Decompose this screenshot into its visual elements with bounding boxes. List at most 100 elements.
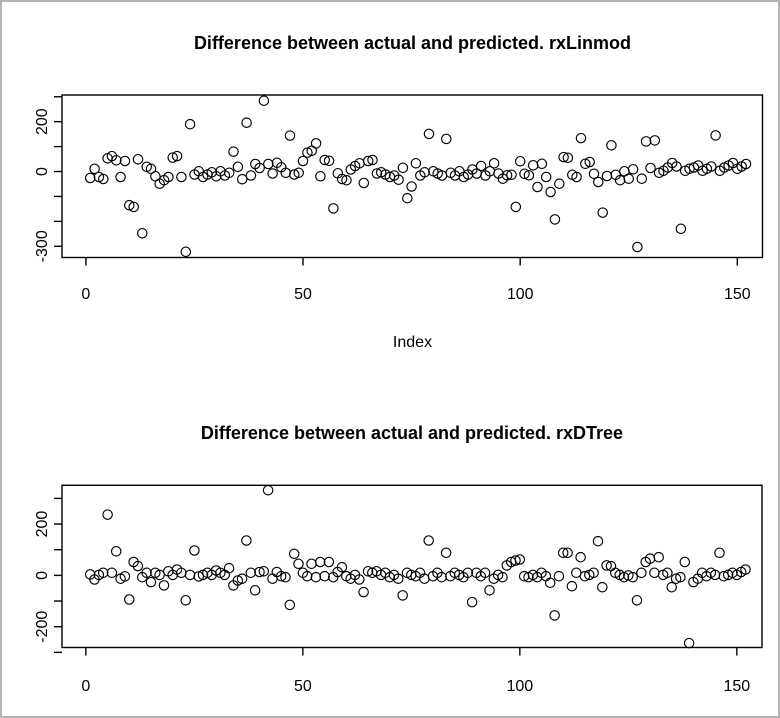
data-point [519, 168, 530, 180]
data-point [115, 171, 126, 183]
data-point [566, 580, 578, 592]
data-point [245, 567, 257, 579]
data-point [223, 167, 235, 179]
data-point [740, 564, 751, 575]
data-point [258, 95, 270, 106]
data-point [180, 246, 192, 258]
data-point [145, 576, 157, 588]
data-point [640, 136, 652, 147]
data-point [258, 566, 270, 577]
data-point [232, 161, 244, 173]
data-point [649, 567, 660, 579]
y-tick-label: -300 [34, 230, 51, 262]
data-point [141, 567, 152, 579]
data-point [679, 556, 691, 568]
data-point [653, 551, 664, 563]
data-point [111, 155, 122, 166]
data-point [328, 203, 339, 214]
data-point [562, 547, 573, 559]
data-point [488, 158, 500, 169]
data-point [683, 637, 695, 649]
data-point [236, 573, 248, 584]
data-point [675, 223, 687, 235]
data-point [158, 580, 170, 591]
data-point [98, 173, 109, 185]
data-point [297, 155, 309, 167]
data-point [102, 509, 113, 520]
data-point [354, 574, 365, 585]
data-point [163, 171, 174, 183]
data-point [540, 171, 552, 183]
data-point [440, 547, 452, 559]
data-point [193, 571, 204, 582]
data-point [397, 590, 408, 601]
data-point [132, 154, 144, 165]
data-point [631, 595, 643, 606]
data-point [84, 172, 96, 184]
data-point [571, 567, 582, 579]
data-point [358, 177, 370, 189]
data-point [714, 547, 725, 559]
data-point [549, 214, 561, 225]
data-point [671, 161, 682, 172]
data-point [267, 168, 278, 179]
x-tick-label: 100 [506, 678, 533, 695]
data-point [662, 567, 673, 579]
data-point [319, 570, 330, 582]
data-point [623, 173, 634, 184]
data-point [323, 556, 335, 568]
data-point [593, 176, 604, 188]
data-point [336, 561, 348, 573]
data-point [636, 567, 647, 579]
data-point [497, 571, 508, 583]
data-point [575, 551, 586, 563]
y-tick-label: 200 [34, 511, 51, 538]
data-point [293, 558, 304, 570]
data-point [553, 570, 565, 582]
data-point [289, 169, 300, 180]
data-point [280, 571, 291, 583]
data-point [319, 154, 330, 166]
data-point [310, 138, 322, 149]
data-point [180, 595, 191, 606]
data-point [263, 158, 274, 170]
data-point [167, 152, 178, 163]
data-point [601, 170, 613, 182]
data-point [627, 164, 639, 175]
data-point [176, 171, 187, 183]
data-point [510, 555, 521, 566]
data-point [670, 573, 682, 584]
y-tick-label: -200 [34, 611, 51, 643]
data-point [549, 610, 560, 621]
data-point [110, 546, 122, 557]
data-point [171, 150, 183, 162]
data-point [523, 170, 535, 181]
data-point [241, 117, 252, 128]
data-point [189, 545, 200, 556]
data-point [293, 167, 304, 179]
data-point [666, 581, 677, 593]
x-tick-label: 0 [81, 286, 90, 303]
data-point [241, 535, 252, 546]
data-point [402, 192, 413, 204]
data-point [306, 558, 317, 570]
data-point [606, 140, 617, 151]
plot-box [61, 94, 764, 259]
data-point [254, 566, 265, 578]
data-point [228, 146, 239, 157]
data-point [462, 567, 474, 579]
data-point [310, 571, 322, 583]
data-point [406, 181, 417, 192]
data-point [288, 548, 300, 560]
data-point [362, 566, 374, 577]
data-point [466, 596, 478, 608]
data-point [506, 169, 517, 181]
data-point [397, 162, 409, 174]
data-point [479, 567, 491, 579]
data-point [510, 201, 522, 213]
data-point [545, 186, 556, 198]
data-point [592, 535, 604, 547]
data-point [636, 173, 648, 184]
data-point [706, 161, 717, 172]
rxdtree-plot-title: Difference between actual and predicted.… [200, 423, 624, 443]
